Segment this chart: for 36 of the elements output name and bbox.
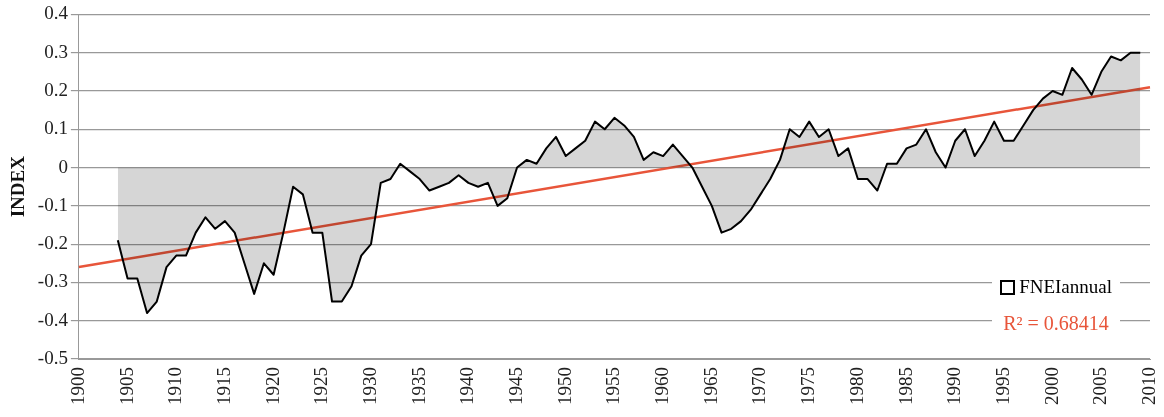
y-tick-label: 0.3 (44, 40, 68, 62)
x-tick-label: 1930 (358, 367, 380, 405)
x-tick-label: 1975 (797, 367, 819, 405)
x-tick-label: 1900 (66, 367, 88, 405)
y-tick-label: 0.2 (44, 78, 68, 100)
y-tick-label: 0 (58, 155, 68, 177)
x-tick-label: 1950 (553, 367, 575, 405)
legend-label: FNEIannual (1019, 276, 1112, 298)
x-tick-label: 2000 (1040, 367, 1062, 405)
x-tick-label: 2010 (1137, 367, 1159, 405)
x-tick-label: 1945 (505, 367, 527, 405)
y-tick-label: -0.4 (37, 308, 69, 330)
y-tick-label: -0.1 (37, 193, 68, 215)
annotation: R² = 0.68414 (1002, 312, 1110, 335)
x-tick-label: 2005 (1089, 367, 1111, 405)
x-tick-label: 1955 (602, 367, 624, 405)
x-tick-label: 1995 (991, 367, 1013, 405)
x-tick-label: 1940 (456, 367, 478, 405)
x-tick-label: 1985 (894, 367, 916, 405)
x-tick-label: 1970 (748, 367, 770, 405)
y-tick-label: -0.2 (37, 232, 68, 254)
x-tick-label: 1910 (164, 367, 186, 405)
x-tick-label: 1915 (212, 367, 234, 405)
y-tick-label: 0.1 (44, 117, 68, 139)
x-tick-label: 1925 (310, 367, 332, 405)
y-axis-title: INDEX (7, 155, 29, 218)
x-tick-label: 1965 (699, 367, 721, 405)
x-tick-label: 1935 (407, 367, 429, 405)
x-tick-label: 1990 (943, 367, 965, 405)
y-tick-label: -0.3 (37, 270, 68, 292)
x-tick-label: 1960 (651, 367, 673, 405)
x-tick-label: 1980 (845, 367, 867, 405)
y-tick-label: -0.5 (37, 346, 68, 368)
y-tick-label: 0.4 (44, 2, 69, 24)
x-tick-label: 1905 (115, 367, 137, 405)
x-tick-label: 1920 (261, 367, 283, 405)
